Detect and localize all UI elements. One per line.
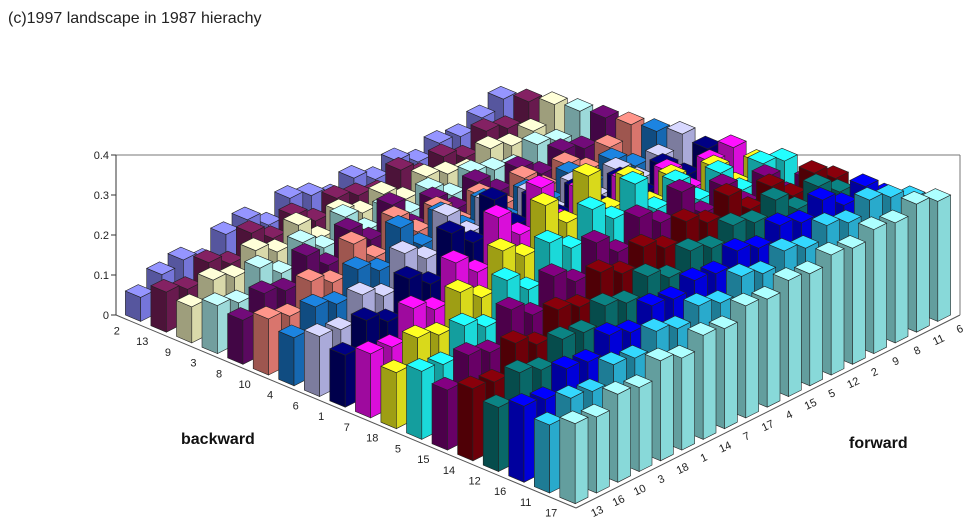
y-axis-title: forward (849, 435, 908, 452)
forward-tick-label: 13 (589, 504, 605, 520)
bar-side-left (330, 349, 345, 407)
bar-side-left (432, 384, 447, 450)
bar-side-front (810, 267, 823, 386)
bar-side-front (661, 354, 674, 460)
bar-side-front (575, 417, 588, 503)
bar (304, 324, 332, 397)
forward-tick-label: 18 (675, 461, 691, 477)
backward-tick-label: 11 (520, 497, 531, 509)
forward-tick-label: 16 (611, 493, 627, 509)
backward-tick-label: 7 (344, 422, 350, 434)
bar-side-front (682, 352, 695, 450)
bar-side-front (639, 381, 652, 471)
bar (560, 411, 588, 504)
backward-tick-label: 8 (216, 368, 222, 380)
z-axis: 0 0.1 0.2 0.3 0.4 (94, 150, 116, 322)
bar (483, 395, 511, 472)
backward-tick-label: 12 (468, 476, 480, 488)
bar-side-front (874, 223, 887, 353)
bar-side-front (703, 329, 716, 440)
bar (228, 308, 256, 365)
bar-side-front (789, 274, 802, 396)
backward-tick-label: 14 (443, 465, 455, 477)
bar-side-left (253, 313, 268, 375)
forward-tick-label: 9 (891, 355, 902, 368)
bar-side-front (725, 322, 738, 429)
bar-side-front (831, 249, 844, 375)
backward-tick-label: 13 (136, 336, 148, 348)
forward-tick-label: 5 (827, 387, 838, 400)
bar (407, 359, 435, 440)
bar-side-left (509, 400, 524, 483)
forward-tick-label: 4 (784, 409, 795, 422)
forward-tick-label: 2 (869, 366, 880, 379)
bar-side-front (767, 293, 780, 407)
z-tick-label: 0.1 (94, 270, 109, 282)
x-axis-title: backward (181, 431, 255, 448)
z-tick-label: 0.3 (94, 190, 109, 202)
bar-side-left (151, 286, 166, 333)
bar-side-left (560, 417, 575, 503)
bar (381, 360, 409, 429)
backward-tick-label: 15 (417, 454, 429, 466)
bar-side-left (279, 331, 294, 386)
bar (355, 341, 383, 418)
forward-tick-label: 1 (699, 452, 710, 465)
bar (509, 393, 537, 482)
forward-tick-label: 11 (931, 333, 946, 349)
bar (432, 377, 460, 450)
bar (125, 285, 153, 322)
z-tick-label: 0 (103, 310, 109, 322)
bar-side-left (202, 299, 217, 353)
bar (177, 294, 205, 343)
backward-tick-label: 5 (395, 443, 401, 455)
bar-side-front (917, 198, 930, 333)
bar-side-left (381, 366, 396, 429)
backward-tick-label: 16 (494, 486, 506, 498)
bar-side-front (618, 388, 631, 483)
backward-tick-label: 9 (165, 347, 171, 359)
forward-tick-label: 8 (912, 344, 923, 357)
bar-side-front (746, 300, 759, 418)
bar-side-left (304, 330, 319, 396)
forward-tick-label: 3 (656, 473, 667, 486)
forward-tick-label: 7 (741, 430, 752, 443)
bar-side-left (458, 382, 473, 460)
backward-tick-label: 6 (293, 400, 299, 412)
backward-tick-label: 3 (190, 358, 196, 370)
backward-tick-label: 10 (238, 379, 250, 391)
bar-side-left (407, 365, 422, 440)
bar (534, 412, 562, 493)
forward-tick-label: 12 (845, 375, 861, 391)
bar-side-front (853, 242, 866, 364)
bar (151, 279, 179, 332)
z-tick-label: 0.2 (94, 230, 109, 242)
bar (458, 376, 486, 461)
forward-tick-label: 14 (717, 440, 733, 456)
backward-tick-label: 4 (267, 390, 273, 402)
z-tick-label: 0.4 (94, 150, 109, 162)
bar-side-front (597, 411, 610, 493)
backward-tick-label: 18 (366, 433, 378, 445)
forward-tick-label: 17 (760, 418, 776, 434)
bar (330, 342, 358, 407)
bar (202, 293, 230, 354)
forward-tick-label: 6 (955, 323, 963, 336)
bar-side-front (938, 195, 951, 321)
backward-tick-label: 2 (114, 325, 120, 337)
bar-side-left (355, 348, 370, 418)
forward-tick-label: 10 (632, 482, 648, 498)
forward-tick-label: 15 (803, 397, 819, 413)
bar-side-left (534, 419, 549, 493)
bar (253, 306, 281, 375)
backward-tick-label: 17 (545, 508, 557, 520)
bar-side-left (483, 401, 498, 471)
bar (279, 325, 307, 386)
backward-tick-label: 1 (318, 411, 324, 423)
bar-side-front (895, 216, 908, 343)
bar-side-left (177, 300, 192, 343)
bar-side-left (228, 314, 243, 364)
